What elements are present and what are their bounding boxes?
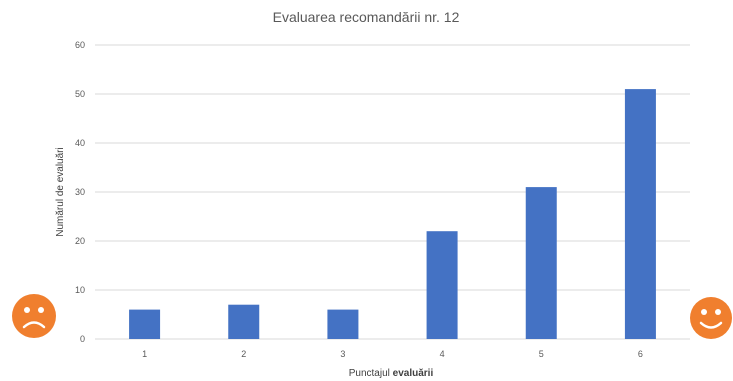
x-axis-label-bold: evaluării: [393, 368, 434, 379]
y-axis-label: Numărul de evaluări: [55, 147, 66, 237]
bar-1: [129, 309, 161, 339]
x-tick-label: 1: [142, 349, 147, 359]
y-tick-label: 60: [75, 40, 85, 50]
bar-6: [624, 89, 656, 339]
x-tick-label: 5: [539, 349, 544, 359]
happy-face-icon: [690, 297, 732, 339]
x-tick-label: 2: [241, 349, 246, 359]
x-tick-label: 6: [638, 349, 643, 359]
bar-3: [327, 309, 359, 339]
x-axis-label: Punctajul evaluării: [349, 368, 434, 379]
x-axis-ticks: 1 2 3 4 5 6: [142, 349, 643, 359]
y-tick-label: 40: [75, 138, 85, 148]
y-tick-label: 10: [75, 285, 85, 295]
bar-2: [228, 304, 260, 339]
x-tick-label: 3: [340, 349, 345, 359]
y-tick-label: 0: [80, 334, 85, 344]
y-tick-label: 20: [75, 236, 85, 246]
sad-face-icon: [12, 294, 56, 338]
gridlines: [95, 44, 690, 340]
bar-5: [525, 187, 557, 339]
chart-title: Evaluarea recomandării nr. 12: [273, 9, 460, 25]
bars: [129, 89, 656, 339]
x-axis-label-prefix: Punctajul: [349, 368, 393, 379]
y-tick-label: 50: [75, 89, 85, 99]
y-axis-ticks: 0 10 20 30 40 50 60: [75, 40, 85, 344]
x-tick-label: 4: [440, 349, 445, 359]
y-tick-label: 30: [75, 187, 85, 197]
bar-4: [426, 231, 458, 339]
